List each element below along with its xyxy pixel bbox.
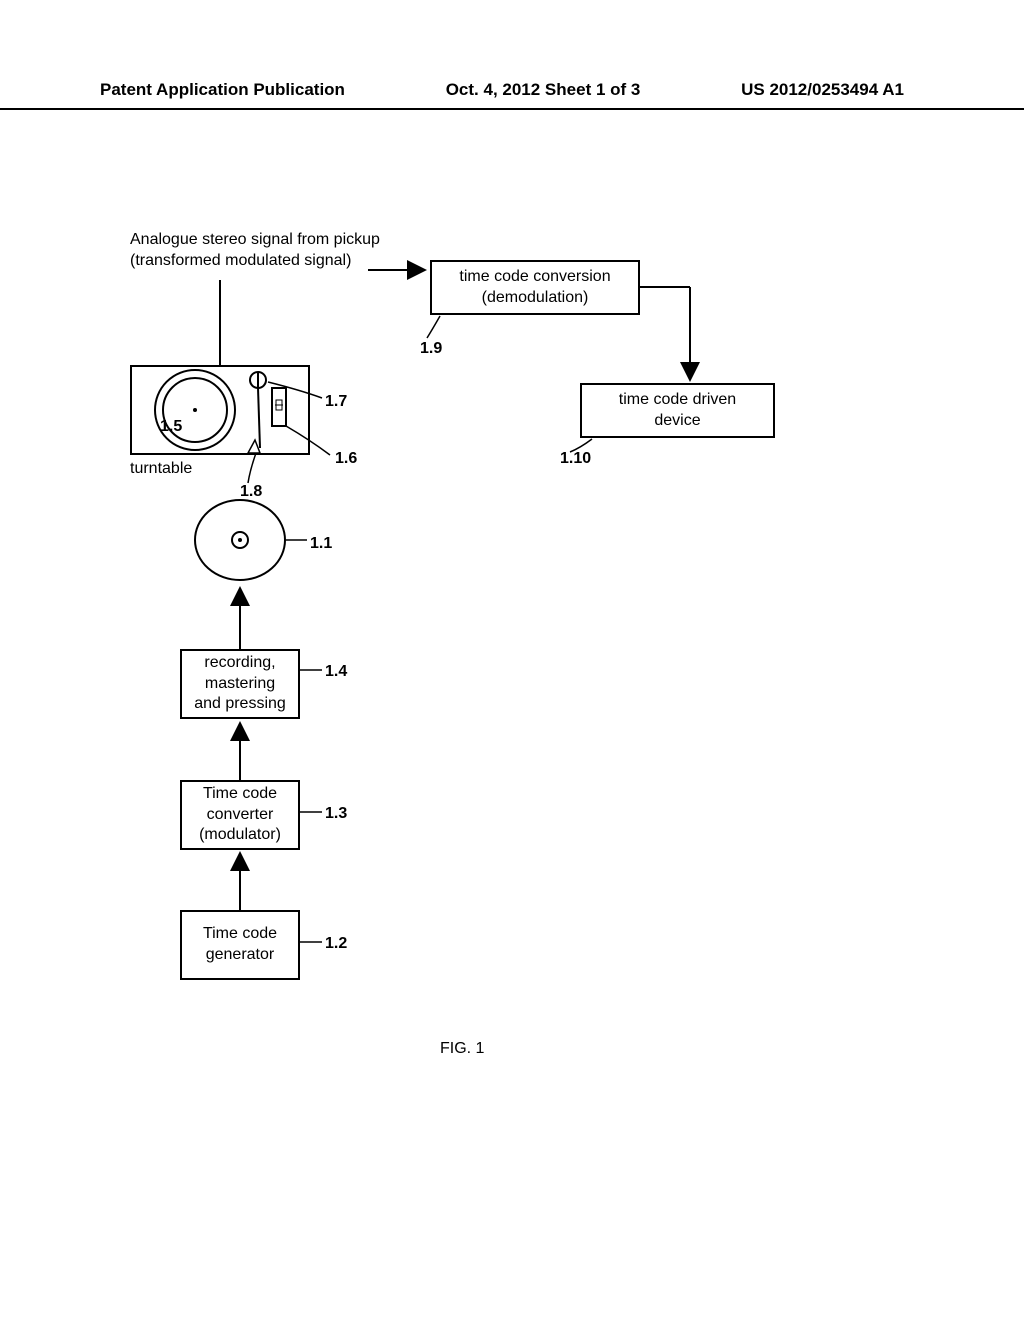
ref-1-6: 1.6 bbox=[335, 450, 357, 468]
page-header: Patent Application Publication Oct. 4, 2… bbox=[0, 80, 1024, 110]
ref-1-10: 1.10 bbox=[560, 450, 591, 468]
figure-caption: FIG. 1 bbox=[440, 1040, 484, 1058]
generator-box: Time code generator bbox=[180, 910, 300, 980]
recording-box: recording, mastering and pressing bbox=[180, 649, 300, 719]
ref-1-4: 1.4 bbox=[325, 663, 347, 681]
header-center: Oct. 4, 2012 Sheet 1 of 3 bbox=[446, 80, 641, 100]
driven-device-box: time code driven device bbox=[580, 383, 775, 438]
ref-1-9: 1.9 bbox=[420, 340, 442, 358]
ref-1-2: 1.2 bbox=[325, 935, 347, 953]
converter-box: Time code converter (modulator) bbox=[180, 780, 300, 850]
demodulation-box: time code conversion (demodulation) bbox=[430, 260, 640, 315]
header-right: US 2012/0253494 A1 bbox=[741, 80, 904, 100]
ref-1-3: 1.3 bbox=[325, 805, 347, 823]
signal-label: Analogue stereo signal from pickup (tran… bbox=[130, 230, 380, 272]
ref-1-7: 1.7 bbox=[325, 393, 347, 411]
turntable-box bbox=[130, 365, 310, 455]
ref-1-5: 1.5 bbox=[160, 418, 182, 436]
ref-1-8: 1.8 bbox=[240, 483, 262, 501]
ref-1-1: 1.1 bbox=[310, 535, 332, 553]
diagram: Analogue stereo signal from pickup (tran… bbox=[0, 230, 1024, 1130]
turntable-label: turntable bbox=[130, 460, 192, 478]
header-left: Patent Application Publication bbox=[100, 80, 345, 100]
